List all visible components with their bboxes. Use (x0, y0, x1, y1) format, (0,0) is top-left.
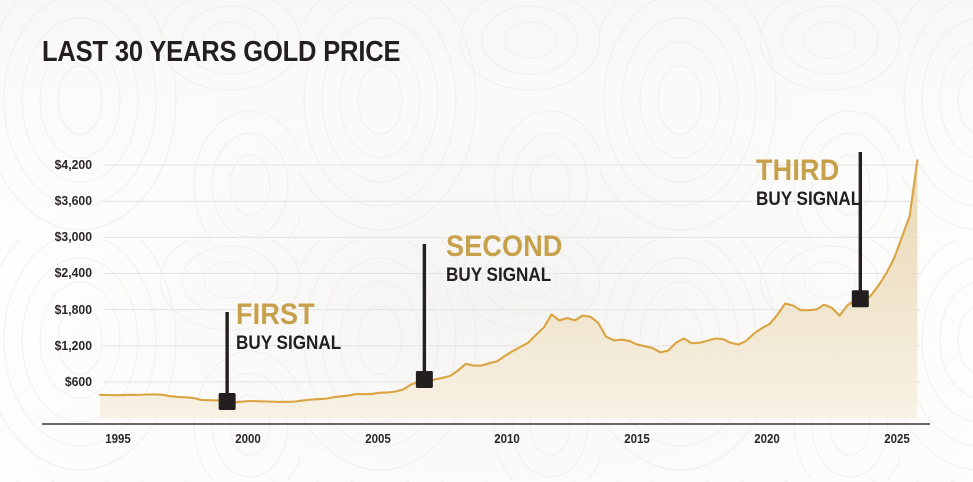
area-fill (100, 160, 918, 419)
buy-signal-annotation-first: FIRST BUY SIGNAL (236, 300, 353, 354)
x-tick-label: 2020 (754, 432, 780, 446)
x-tick-label: 2000 (235, 432, 261, 446)
page-title: LAST 30 YEARS GOLD PRICE (42, 36, 401, 68)
buy-signal-markers (218, 152, 869, 410)
buy-signal-marker (218, 392, 236, 410)
buy-signal-subtitle-first: BUY SIGNAL (236, 333, 342, 354)
buy-signal-marker (851, 290, 869, 308)
y-tick-label: $3,000 (54, 229, 92, 245)
x-tick-label: 2010 (494, 432, 521, 446)
x-tick-label: 1995 (105, 432, 131, 446)
buy-signal-subtitle-third: BUY SIGNAL (756, 189, 862, 210)
x-tick-label: 2015 (624, 432, 650, 446)
y-tick-label: $600 (64, 373, 92, 389)
buy-signal-title-second: SECOND (446, 230, 563, 263)
x-tick-label: 2005 (364, 432, 391, 446)
y-tick-label: $3,600 (54, 193, 92, 209)
buy-signal-title-first: FIRST (236, 298, 315, 331)
y-tick-label: $1,200 (54, 337, 92, 353)
buy-signal-title-third: THIRD (756, 154, 840, 187)
chart-plot-area (98, 159, 919, 419)
y-tick-label: $1,800 (54, 301, 92, 317)
y-tick-label: $2,400 (54, 265, 92, 281)
buy-signal-annotation-second: SECOND BUY SIGNAL (446, 232, 576, 286)
buy-signal-subtitle-second: BUY SIGNAL (446, 265, 552, 286)
y-tick-label: $4,200 (54, 157, 92, 173)
price-line (98, 159, 919, 404)
x-tick-label: 2025 (883, 432, 910, 446)
buy-signal-marker (415, 370, 433, 388)
buy-signal-annotation-third: THIRD BUY SIGNAL (756, 156, 873, 210)
